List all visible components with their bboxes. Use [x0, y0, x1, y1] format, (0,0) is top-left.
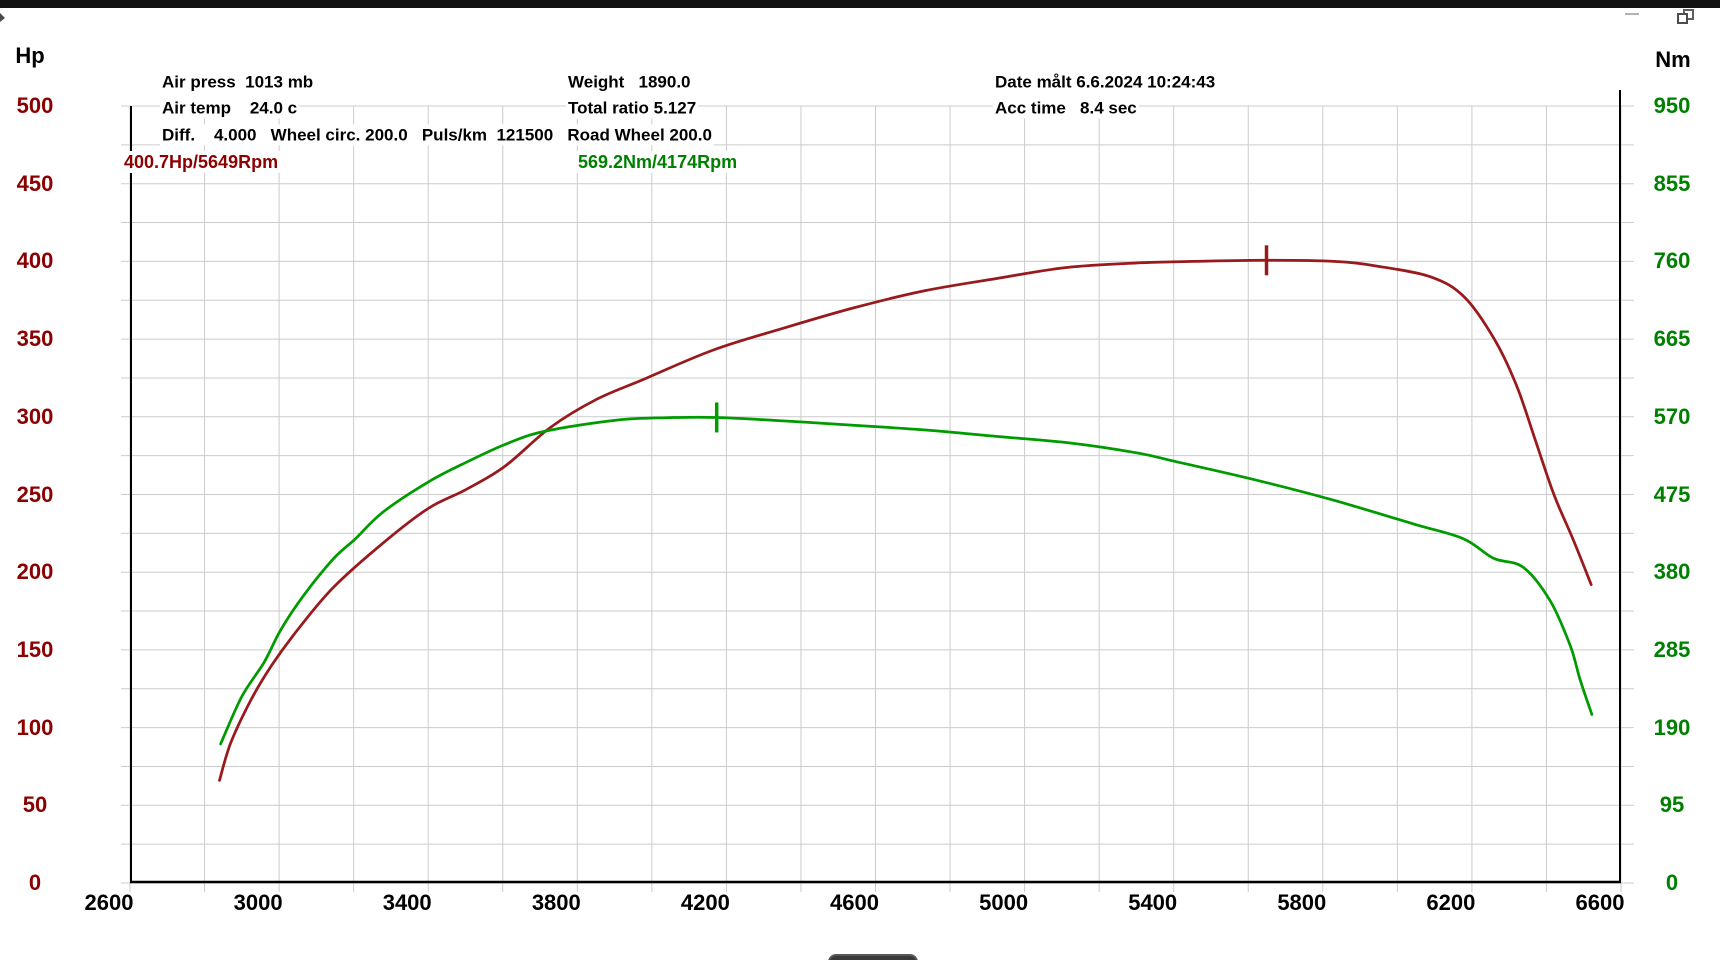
- header-weight: Weight 1890.0: [566, 71, 693, 93]
- nm-axis-tick-label: 665: [1653, 326, 1691, 352]
- nm-axis-tick-label: 0: [1665, 870, 1679, 895]
- torque-peak-annotation: 569.2Nm/4174Rpm: [576, 151, 740, 173]
- header-air-temp: Air temp 24.0 c: [160, 97, 300, 119]
- power-curve: [218, 258, 1593, 782]
- power-peak-annotation: 400.7Hp/5649Rpm: [122, 151, 281, 173]
- hp-axis-tick-label: 250: [16, 481, 54, 507]
- window-title-bar: [0, 0, 1720, 8]
- nm-axis-tick-label: 570: [1653, 403, 1691, 429]
- rpm-axis-tick-label: 2600: [84, 890, 134, 915]
- rpm-axis-tick-label: 5000: [979, 890, 1029, 915]
- nm-axis-tick-label: 380: [1653, 559, 1691, 585]
- header-diff-row: Diff. 4.000 Wheel circ. 200.0 Puls/km 12…: [160, 124, 714, 146]
- hp-axis-tick-label: 0: [28, 870, 42, 895]
- rpm-axis-tick-label: 4600: [830, 890, 879, 915]
- header-air-press: Air press 1013 mb: [160, 71, 316, 93]
- header-total-ratio: Total ratio 5.127: [566, 97, 699, 119]
- rpm-axis-tick-label: 3400: [382, 890, 432, 915]
- torque-curve: [219, 415, 1594, 746]
- header-acc-time: Acc time 8.4 sec: [993, 97, 1139, 119]
- right-axis-title: Nm: [1655, 47, 1691, 72]
- hp-axis-tick-label: 300: [16, 403, 54, 429]
- hp-axis-tick-label: 450: [16, 170, 54, 196]
- nm-axis-tick-label: 855: [1653, 170, 1691, 196]
- hp-axis-tick-label: 400: [16, 248, 54, 274]
- nm-axis-tick-label: 95: [1659, 792, 1685, 818]
- nm-axis-tick-label: 760: [1653, 248, 1691, 274]
- rpm-axis-tick-label: 6200: [1426, 890, 1476, 915]
- hp-axis-tick-label: 150: [16, 636, 54, 662]
- rpm-axis-tick-label: 3800: [531, 890, 581, 915]
- nm-axis-tick-label: 285: [1653, 636, 1691, 662]
- header-date: Date målt 6.6.2024 10:24:43: [993, 71, 1218, 93]
- window-restore-button[interactable]: [1677, 9, 1694, 24]
- rpm-axis-tick-label: 3000: [233, 890, 283, 915]
- rpm-axis-tick-label: 5800: [1277, 890, 1327, 915]
- hp-axis-tick-label: 100: [16, 714, 54, 740]
- nm-axis-tick-label: 190: [1653, 714, 1691, 740]
- dyno-chart-canvas: [121, 90, 1634, 892]
- hp-axis-tick-label: 350: [16, 326, 54, 352]
- hp-axis-tick-label: 200: [16, 559, 54, 585]
- rpm-axis-tick-label: 4200: [680, 890, 730, 915]
- rpm-axis-tick-label: 6600: [1575, 890, 1625, 915]
- window-minimize-button[interactable]: [1625, 13, 1639, 15]
- rpm-axis-tick-label: 5400: [1128, 890, 1178, 915]
- restore-icon-front: [1677, 13, 1688, 24]
- nm-axis-tick-label: 950: [1653, 93, 1691, 118]
- cursor-artifact: [0, 13, 5, 22]
- hp-axis-tick-label: 500: [16, 93, 54, 118]
- nm-axis-tick-label: 475: [1653, 481, 1691, 507]
- taskbar-handle[interactable]: [828, 954, 918, 960]
- hp-axis-tick-label: 50: [22, 792, 48, 818]
- left-axis-title: Hp: [15, 43, 45, 68]
